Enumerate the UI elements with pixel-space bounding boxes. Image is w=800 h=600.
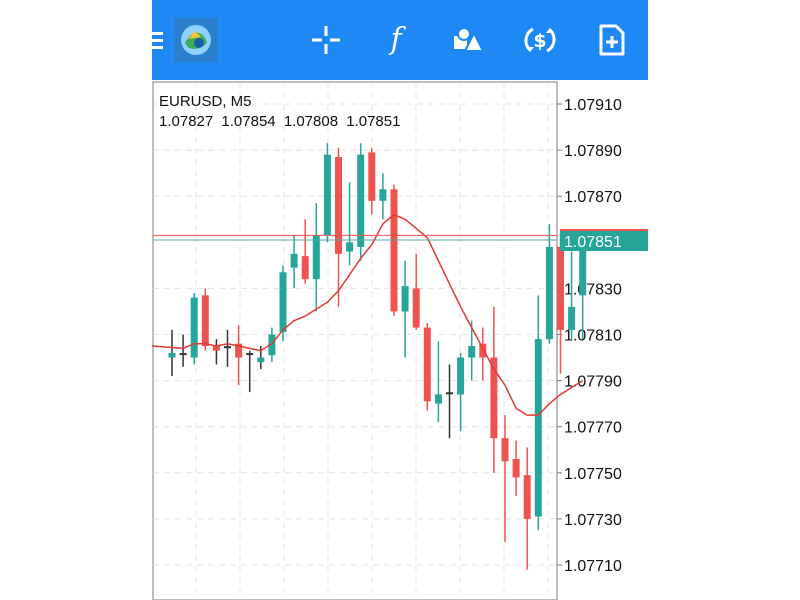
menu-button[interactable] — [152, 20, 170, 60]
candle-bear — [335, 157, 342, 254]
ohlc-high: 1.07854 — [221, 113, 276, 130]
ohlc-open: 1.07827 — [159, 113, 214, 130]
y-tick-label: 1.07790 — [564, 374, 622, 391]
objects-button[interactable] — [448, 20, 488, 60]
plot-frame — [152, 81, 558, 600]
candle-bear — [201, 295, 209, 347]
candle-bear — [412, 288, 420, 328]
candle-bear — [368, 152, 376, 201]
indicators-button[interactable]: f — [376, 20, 416, 60]
price-chart[interactable]: 1.07910 1.07890 1.07870 1.07830 1.07810 1.077… — [152, 80, 648, 600]
mt5-app: f $ 1.07910 1.0 — [152, 0, 648, 600]
trade-icon: $ — [524, 27, 556, 53]
y-tick-label: 1.07870 — [564, 189, 622, 206]
ohlc-close: 1.07851 — [346, 113, 401, 130]
ask-price-marker — [560, 228, 648, 232]
candle-bear — [512, 458, 520, 478]
chart-canvas[interactable]: 1.07910 1.07890 1.07870 1.07830 1.07810 1.077… — [152, 80, 648, 600]
candle-bull — [568, 306, 576, 330]
trade-button[interactable]: $ — [520, 20, 560, 60]
candle-bull — [534, 339, 542, 517]
candle-bull — [468, 346, 476, 358]
objects-icon — [454, 27, 484, 52]
candle-bear — [423, 327, 431, 402]
candle-bull — [545, 246, 553, 340]
candle-bull — [312, 235, 320, 280]
candle-bull — [279, 272, 287, 333]
candle-bear — [523, 475, 531, 519]
current-price-label: 1.07851 — [564, 234, 622, 251]
top-toolbar: f $ — [152, 0, 648, 80]
candle-bear — [557, 246, 564, 330]
moving-average-line — [152, 213, 584, 416]
y-tick-label: 1.07830 — [564, 281, 622, 298]
candle-bear — [235, 343, 243, 358]
new-order-icon — [599, 24, 625, 56]
candle-bear — [301, 256, 309, 280]
candle-bull — [168, 352, 176, 358]
candle-bear — [212, 346, 220, 351]
candle-bear — [479, 343, 487, 358]
candle-bear — [390, 189, 398, 312]
candle-bull — [268, 334, 276, 356]
candle-bull — [190, 297, 198, 358]
candle-bull — [357, 154, 365, 247]
y-tick-label: 1.07770 — [564, 420, 622, 437]
indicators-icon: f — [390, 22, 402, 57]
y-tick-label: 1.07750 — [564, 466, 622, 483]
ohlc-readout: 1.07827 1.07854 1.07808 1.07851 — [159, 113, 404, 130]
y-tick-label: 1.07710 — [564, 558, 622, 575]
y-tick-label: 1.07810 — [564, 328, 622, 345]
y-tick-label: 1.07730 — [564, 512, 622, 529]
crosshair-icon — [312, 26, 340, 54]
app-logo[interactable] — [174, 18, 218, 62]
current-price-badge — [560, 230, 648, 251]
crosshair-button[interactable] — [306, 20, 346, 60]
candle-bull — [457, 357, 465, 395]
candle-bull — [290, 253, 298, 268]
svg-text:$: $ — [533, 30, 546, 52]
candle-bear — [490, 357, 498, 439]
candle-bull — [579, 239, 587, 296]
y-tick-label: 1.07890 — [564, 143, 622, 160]
candle-bull — [379, 189, 387, 201]
candle-bull — [257, 357, 265, 363]
menu-icon — [152, 32, 163, 49]
new-order-button[interactable] — [592, 20, 632, 60]
candle-bull — [323, 154, 331, 236]
app-logo-icon — [181, 25, 211, 55]
y-tick-label: 1.07910 — [564, 97, 622, 114]
candle-bear — [501, 438, 509, 462]
chart-symbol-label: EURUSD, M5 — [159, 93, 252, 110]
candle-bull — [434, 394, 442, 404]
candle-bull — [346, 242, 354, 252]
candle-bull — [401, 286, 409, 312]
ohlc-low: 1.07808 — [283, 113, 339, 130]
